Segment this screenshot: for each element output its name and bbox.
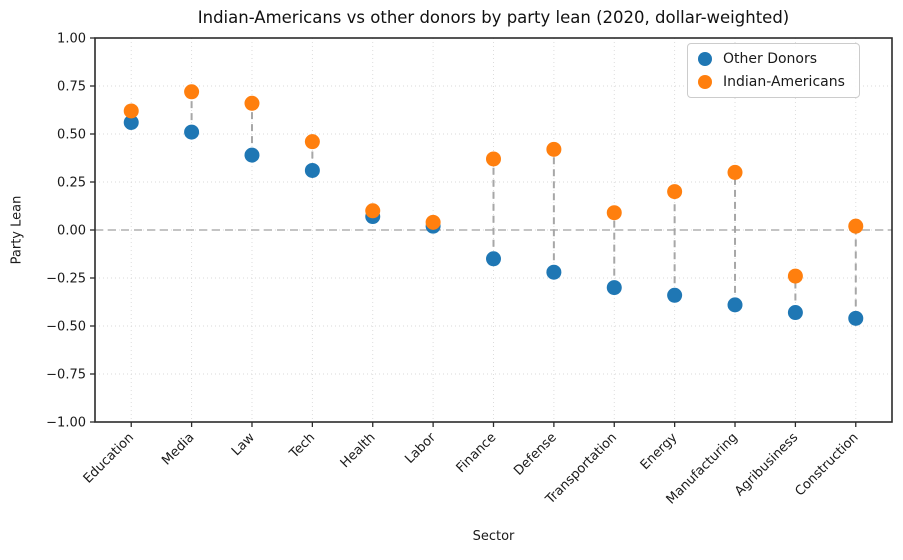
legend-marker-other-donors-icon <box>698 52 712 66</box>
legend-item-indian-americans: Indian-Americans <box>698 74 845 90</box>
y-axis-label: Party Lean <box>9 195 25 265</box>
y-tick-label: 0.25 <box>57 176 86 191</box>
x-tick-label-construction: Construction <box>792 430 861 499</box>
data-point-other-donors-finance <box>486 251 501 267</box>
legend: Other Donors Indian-Americans <box>687 43 860 98</box>
data-point-other-donors-transportation <box>606 280 622 296</box>
data-point-indian-americans-manufacturing <box>727 164 743 180</box>
data-point-other-donors-agribusiness <box>787 305 803 321</box>
x-axis-label: Sector <box>472 529 515 544</box>
plot-border <box>94 37 893 423</box>
x-tick-label-law: Law <box>229 430 258 459</box>
data-point-other-donors-construction <box>848 310 864 326</box>
data-point-indian-americans-construction <box>848 218 864 234</box>
data-point-other-donors-tech <box>304 162 320 178</box>
y-tick-label: 0.00 <box>57 224 86 239</box>
legend-label-other-donors: Other Donors <box>723 51 818 67</box>
x-tick-label-health: Health <box>338 430 379 471</box>
data-point-indian-americans-labor <box>425 214 441 230</box>
x-tick-label-tech: Tech <box>286 430 318 462</box>
legend-marker-indian-americans-icon <box>698 75 712 89</box>
x-tick-label-defense: Defense <box>511 430 560 479</box>
y-tick-label: −1.00 <box>46 416 86 431</box>
data-point-indian-americans-defense <box>546 141 562 157</box>
data-point-indian-americans-health <box>365 203 381 219</box>
data-point-other-donors-law <box>244 147 260 163</box>
y-tick-label: −0.25 <box>46 272 86 287</box>
data-point-other-donors-media <box>184 124 200 140</box>
x-tick-label-energy: Energy <box>638 430 681 473</box>
data-point-other-donors-energy <box>667 287 683 303</box>
legend-item-other-donors: Other Donors <box>698 51 845 67</box>
x-tick-label-education: Education <box>81 430 137 486</box>
y-tick-label: 0.75 <box>57 80 86 95</box>
data-point-other-donors-education <box>123 114 139 130</box>
data-point-other-donors-defense <box>546 264 562 280</box>
data-point-indian-americans-agribusiness <box>787 268 803 284</box>
data-point-indian-americans-law <box>244 95 260 111</box>
y-tick-label: 0.50 <box>57 128 86 143</box>
data-point-indian-americans-transportation <box>606 205 622 221</box>
data-point-indian-americans-media <box>184 84 200 100</box>
data-point-indian-americans-tech <box>304 134 320 150</box>
data-point-other-donors-manufacturing <box>727 297 743 313</box>
y-tick-label: −0.50 <box>46 320 86 335</box>
x-tick-label-finance: Finance <box>454 430 500 476</box>
x-tick-label-media: Media <box>159 430 197 468</box>
y-tick-label: −0.75 <box>46 368 86 383</box>
x-tick-label-labor: Labor <box>402 430 439 467</box>
data-point-indian-americans-education <box>123 103 139 119</box>
data-point-indian-americans-finance <box>486 151 501 167</box>
data-point-indian-americans-energy <box>667 184 683 200</box>
legend-label-indian-americans: Indian-Americans <box>723 74 845 90</box>
y-tick-label: 1.00 <box>57 32 86 47</box>
chart-title: Indian-Americans vs other donors by part… <box>197 8 790 27</box>
x-tick-label-agribusiness: Agribusiness <box>732 430 801 499</box>
